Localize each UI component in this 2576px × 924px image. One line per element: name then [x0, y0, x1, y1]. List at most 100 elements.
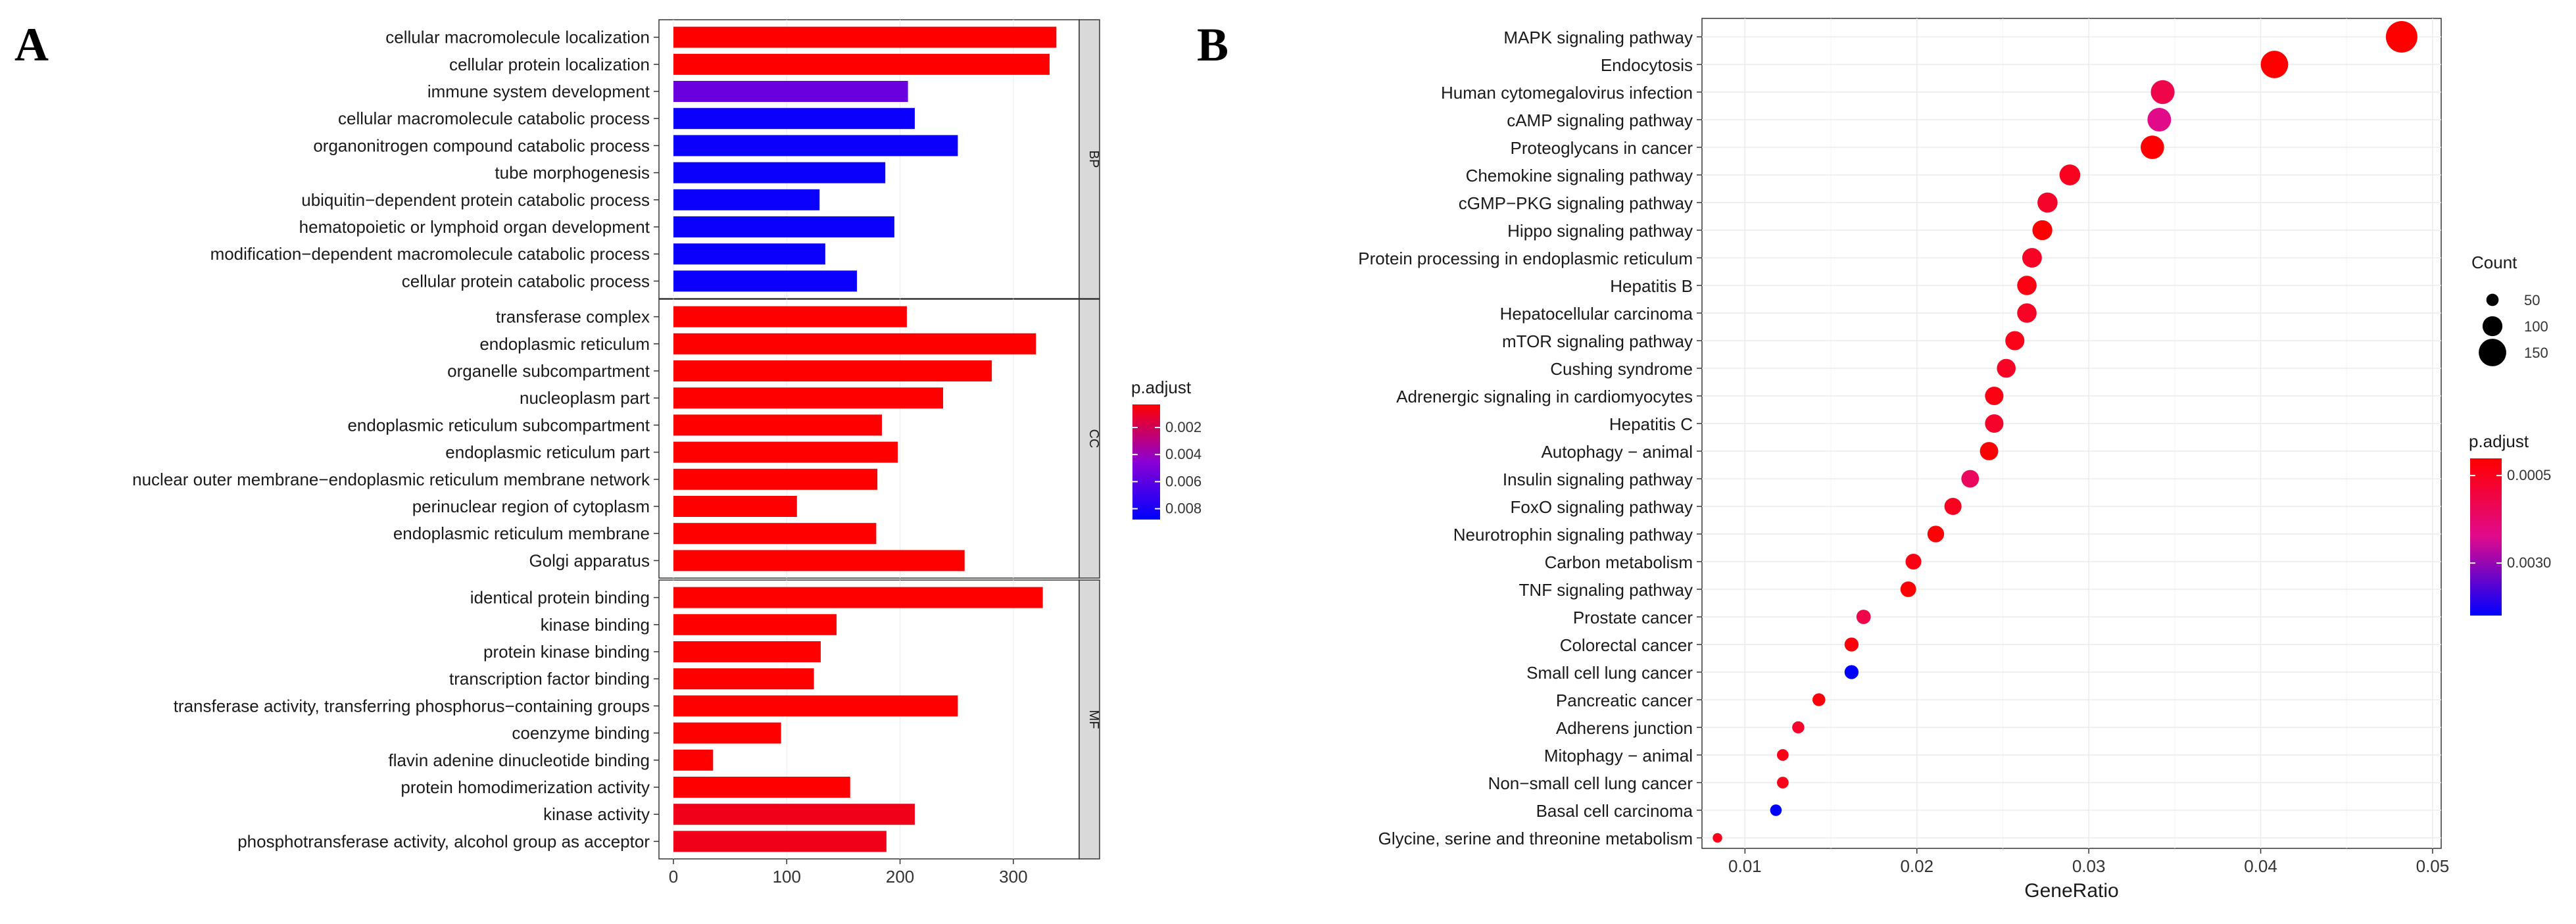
- pathway-label: MAPK signaling pathway: [1503, 28, 1693, 47]
- panel-b-letter: B: [1197, 18, 1228, 71]
- pathway-label: Insulin signaling pathway: [1503, 470, 1693, 489]
- legend-title: p.adjust: [1131, 377, 1192, 397]
- category-label: cellular protein localization: [449, 55, 650, 74]
- x-axis-title: GeneRatio: [2024, 880, 2118, 902]
- bar: [673, 162, 886, 183]
- data-point: [2151, 80, 2175, 105]
- bar: [673, 550, 965, 571]
- bar: [673, 831, 887, 852]
- pathway-label: Hippo signaling pathway: [1507, 221, 1693, 241]
- category-label: modification−dependent macromolecule cat…: [210, 244, 650, 264]
- pathway-label: Adherens junction: [1556, 718, 1693, 738]
- data-point: [2032, 220, 2053, 241]
- x-tick-label: 0.01: [1728, 856, 1762, 876]
- category-label: kinase binding: [541, 615, 650, 635]
- pathway-label: Adrenergic signaling in cardiomyocytes: [1396, 387, 1693, 406]
- category-label: transferase complex: [496, 307, 650, 327]
- data-point: [1770, 804, 1782, 816]
- bar: [673, 216, 894, 237]
- data-point: [1961, 470, 1980, 488]
- x-tick-label: 200: [886, 867, 914, 887]
- bar: [673, 414, 883, 436]
- category-label: nucleoplasm part: [520, 388, 650, 408]
- data-point: [1792, 721, 1805, 734]
- pathway-label: Colorectal cancer: [1560, 635, 1693, 655]
- data-point: [2147, 108, 2172, 132]
- data-point: [1927, 525, 1945, 543]
- bar: [673, 360, 992, 381]
- panel-a-letter: A: [14, 18, 49, 71]
- pathway-label: TNF signaling pathway: [1519, 580, 1693, 600]
- size-legend-dot: [2486, 293, 2499, 306]
- pathway-label: Basal cell carcinoma: [1536, 801, 1693, 821]
- x-tick-label: 0.03: [2072, 856, 2106, 876]
- bar: [673, 441, 898, 463]
- category-label: endoplasmic reticulum part: [445, 443, 650, 462]
- legend-tick-label: 0.002: [1165, 419, 1202, 435]
- x-tick-label: 100: [773, 867, 801, 887]
- category-label: identical protein binding: [470, 588, 650, 608]
- plot-area: [1701, 18, 2442, 849]
- data-point: [2017, 303, 2037, 323]
- bar: [673, 243, 825, 265]
- bar: [673, 804, 915, 825]
- facet-strip-label: BP: [1086, 151, 1101, 168]
- bar: [673, 387, 944, 409]
- data-point: [2141, 135, 2164, 159]
- bar: [673, 695, 958, 717]
- category-label: cellular macromolecule localization: [385, 28, 650, 47]
- data-point: [1713, 833, 1722, 843]
- pathway-label: Non−small cell lung cancer: [1488, 773, 1693, 793]
- data-point: [2022, 248, 2042, 268]
- pathway-label: cGMP−PKG signaling pathway: [1459, 193, 1693, 213]
- color-bar: [1132, 404, 1160, 520]
- category-label: tube morphogenesis: [495, 163, 650, 183]
- pathway-label: Mitophagy − animal: [1544, 746, 1693, 766]
- bar: [673, 306, 907, 328]
- data-point: [1985, 414, 2004, 433]
- category-label: Golgi apparatus: [529, 550, 650, 570]
- pathway-label: Proteoglycans in cancer: [1511, 138, 1693, 158]
- x-tick-label: 300: [999, 867, 1027, 887]
- pathway-label: cAMP signaling pathway: [1507, 110, 1693, 130]
- data-point: [1980, 442, 1999, 460]
- category-label: transferase activity, transferring phosp…: [174, 696, 650, 716]
- data-point: [2260, 51, 2289, 78]
- pathway-label: Prostate cancer: [1573, 608, 1693, 627]
- category-label: transcription factor binding: [449, 669, 650, 689]
- data-point: [1776, 777, 1789, 789]
- data-point: [1997, 358, 2016, 378]
- legend-tick-label: 0.006: [1165, 473, 1202, 489]
- pathway-label: Carbon metabolism: [1545, 552, 1693, 572]
- data-point: [1905, 553, 1922, 570]
- bar: [673, 614, 837, 635]
- bar: [673, 587, 1043, 608]
- pathway-label: Hepatocellular carcinoma: [1500, 304, 1693, 324]
- bar: [673, 81, 908, 102]
- facet-strip-label: CC: [1086, 429, 1101, 449]
- category-label: endoplasmic reticulum subcompartment: [347, 415, 650, 435]
- category-label: perinuclear region of cytoplasm: [412, 497, 650, 516]
- data-point: [2005, 331, 2025, 351]
- pathway-label: Hepatitis C: [1609, 414, 1693, 434]
- legend-tick-label: 0.004: [1165, 446, 1202, 462]
- category-label: cellular macromolecule catabolic process: [338, 109, 650, 128]
- x-tick-label: 0.02: [1900, 856, 1933, 876]
- pathway-label: Pancreatic cancer: [1556, 691, 1693, 710]
- kegg-enrichment-dot-plot: MAPK signaling pathway Endocytosis Human c…: [1358, 18, 2551, 902]
- color-legend-label: 0.0030: [2507, 554, 2551, 571]
- bar: [673, 108, 915, 130]
- bar: [673, 270, 858, 292]
- category-label: flavin adenine dinucleotide binding: [388, 750, 650, 770]
- pathway-label: Autophagy − animal: [1541, 442, 1693, 462]
- size-legend-label: 100: [2524, 318, 2548, 335]
- bar: [673, 189, 820, 210]
- data-point: [2385, 21, 2418, 53]
- category-label: coenzyme binding: [512, 723, 650, 743]
- go-enrichment-bar-chart: BP cellular macromolecule localization cel…: [132, 19, 1202, 887]
- category-label: organonitrogen compound catabolic proces…: [313, 135, 650, 155]
- size-legend-dot: [2482, 316, 2503, 337]
- category-label: organelle subcompartment: [447, 361, 650, 381]
- data-point: [1856, 610, 1871, 624]
